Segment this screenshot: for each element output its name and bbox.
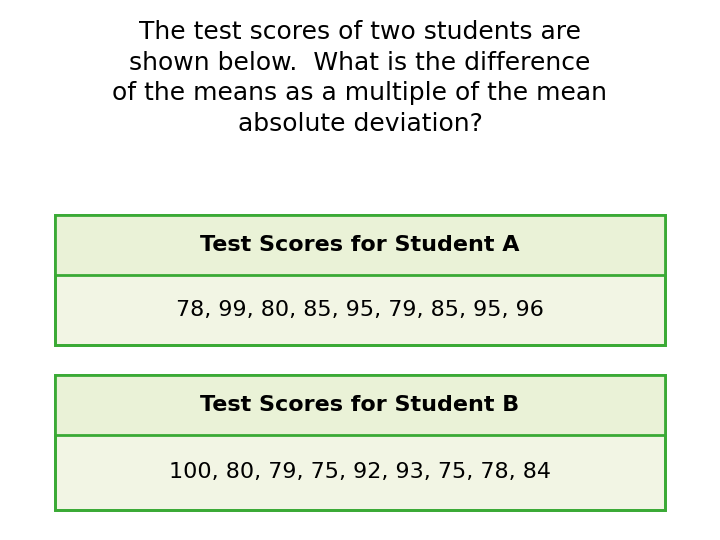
Bar xyxy=(55,375,665,435)
Bar xyxy=(55,375,665,510)
Bar xyxy=(55,215,665,345)
Bar xyxy=(55,375,665,510)
Text: 100, 80, 79, 75, 92, 93, 75, 78, 84: 100, 80, 79, 75, 92, 93, 75, 78, 84 xyxy=(169,462,551,483)
Bar xyxy=(55,215,665,345)
Text: The test scores of two students are
shown below.  What is the difference
of the : The test scores of two students are show… xyxy=(112,20,608,136)
Text: 78, 99, 80, 85, 95, 79, 85, 95, 96: 78, 99, 80, 85, 95, 79, 85, 95, 96 xyxy=(176,300,544,320)
Text: Test Scores for Student B: Test Scores for Student B xyxy=(200,395,520,415)
Text: Test Scores for Student A: Test Scores for Student A xyxy=(200,235,520,255)
Bar xyxy=(55,215,665,275)
